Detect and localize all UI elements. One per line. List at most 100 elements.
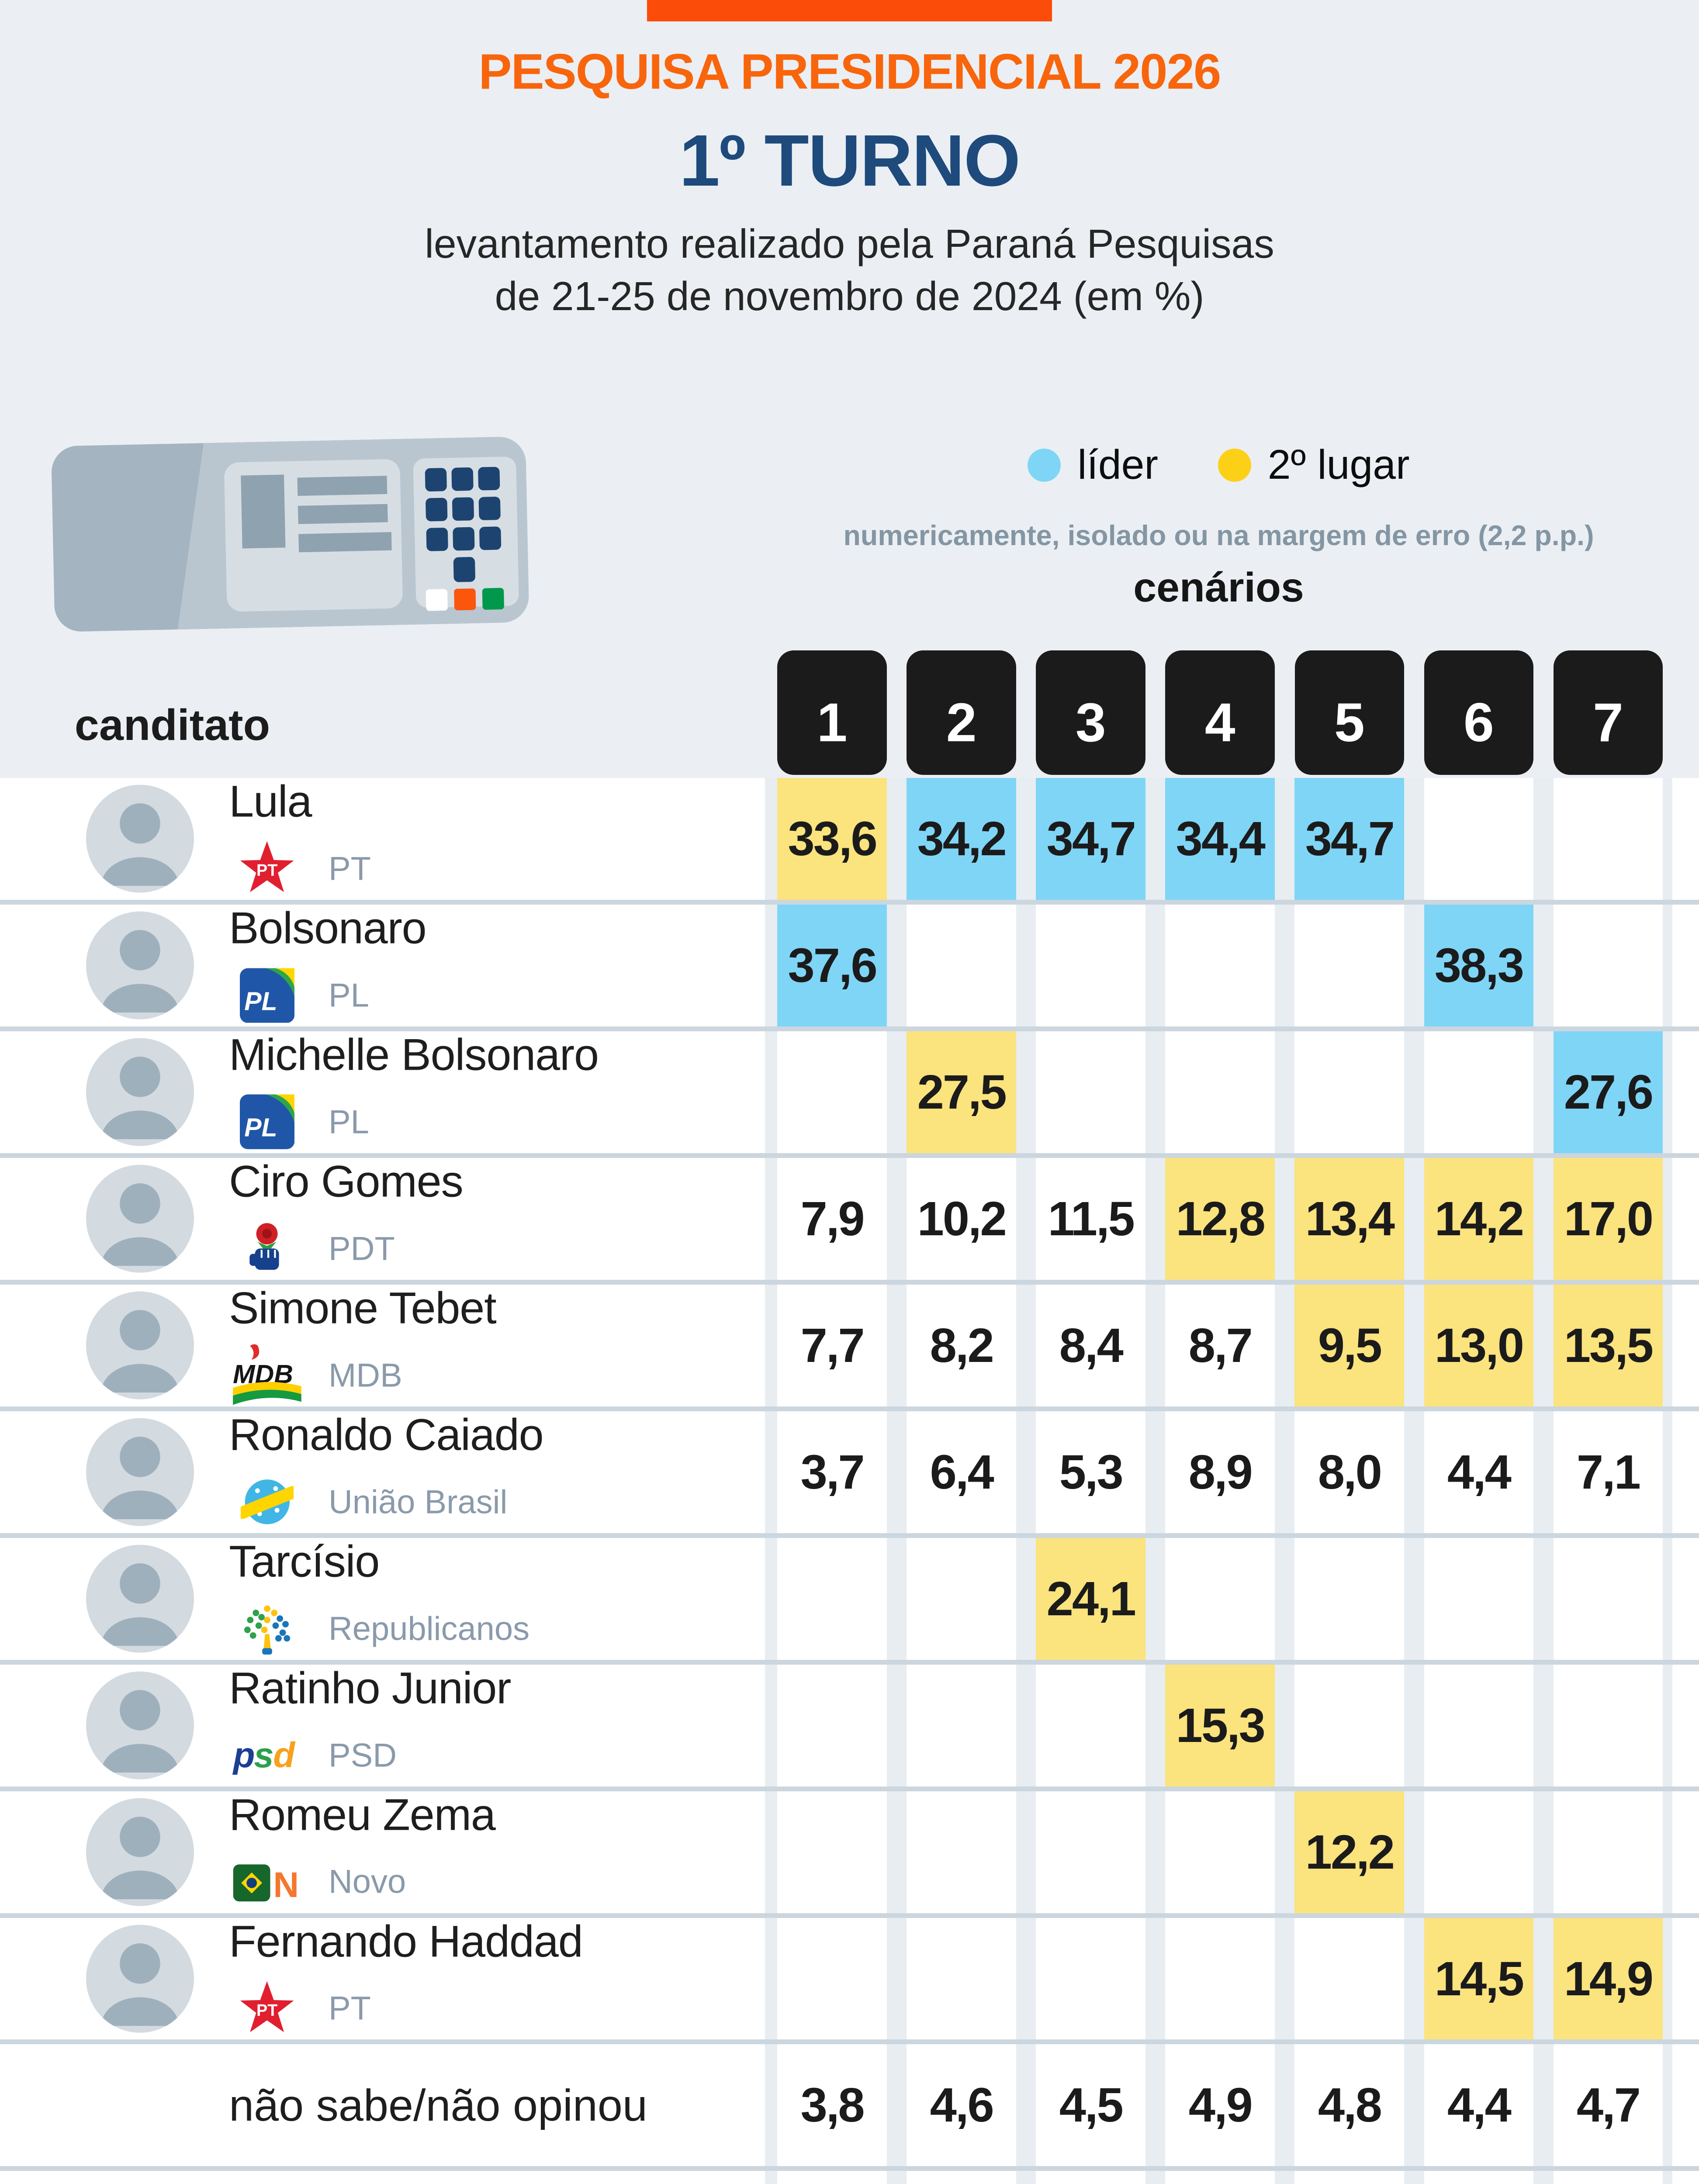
candidate-info: Ciro Gomes PDT bbox=[229, 1156, 464, 1282]
value-cell: 7,9 bbox=[777, 1158, 887, 1280]
pl-party-icon: PL bbox=[229, 968, 305, 1023]
value-cell bbox=[1553, 904, 1663, 1026]
table-row: 24,1 Tarcísio Republicanos bbox=[0, 1533, 1699, 1660]
value-cell: 8,2 bbox=[907, 1284, 1016, 1406]
leader-dot-icon bbox=[1028, 448, 1061, 482]
value-cell: 13,5 bbox=[1553, 1284, 1663, 1406]
party-line: MDB MDB bbox=[229, 1342, 496, 1409]
value-cell bbox=[1036, 1791, 1146, 1913]
value-cell bbox=[1294, 904, 1405, 1026]
candidate-photo bbox=[86, 1291, 194, 1400]
value-text: 4,4 bbox=[1447, 2078, 1512, 2132]
table-row: 14,5 14,9 Fernando Haddad PT PT bbox=[0, 1913, 1699, 2040]
person-silhouette-icon bbox=[101, 1183, 179, 1266]
candidate-name: Romeu Zema bbox=[229, 1789, 496, 1840]
value-text: 10,2 bbox=[917, 1192, 1007, 1246]
value-text: 7,7 bbox=[800, 1318, 865, 1372]
value-cell: 8,9 bbox=[1165, 1411, 1275, 1533]
voting-machine-icon bbox=[52, 437, 529, 632]
pl-party-icon: PL bbox=[229, 1095, 305, 1150]
party-label: PDT bbox=[328, 1230, 395, 1268]
subtitle-line-2: de 21-25 de novembro de 2024 (em %) bbox=[495, 273, 1204, 319]
legend-second-item: 2º lugar bbox=[1218, 441, 1410, 489]
value-cell: 3,7 bbox=[777, 1411, 887, 1533]
scenario-column-header: 5 bbox=[1294, 650, 1405, 775]
party-label: PL bbox=[328, 1103, 369, 1141]
scenario-column-header: 4 bbox=[1165, 650, 1275, 775]
subtitle: levantamento realizado pela Paraná Pesqu… bbox=[0, 218, 1699, 323]
value-cell: 27,5 bbox=[907, 1031, 1016, 1153]
legend-leader-item: líder bbox=[1028, 441, 1158, 489]
value-text: 37,6 bbox=[788, 938, 878, 992]
value-text: 14,5 bbox=[1434, 1952, 1524, 2006]
value-cell: 4,4 bbox=[1424, 2044, 1534, 2167]
value-text: 15,3 bbox=[1176, 1698, 1266, 1752]
value-cell: 9,5 bbox=[1294, 1284, 1405, 1406]
value-cell bbox=[907, 1538, 1016, 1660]
party-label: Novo bbox=[328, 1863, 406, 1901]
mdb-party-icon: MDB bbox=[229, 1344, 305, 1406]
value-text: 14,2 bbox=[1434, 1192, 1524, 1246]
value-text: 27,6 bbox=[1564, 1065, 1654, 1119]
pdt-party-icon bbox=[229, 1221, 305, 1276]
value-cell: 10,2 bbox=[907, 1158, 1016, 1280]
value-cell: 33,6 bbox=[777, 778, 887, 900]
svg-text:PL: PL bbox=[244, 987, 277, 1016]
candidate-name: Michelle Bolsonaro bbox=[229, 1029, 599, 1080]
person-silhouette-icon bbox=[101, 1817, 179, 1900]
value-text: 34,7 bbox=[1305, 812, 1395, 866]
party-line: PL PL bbox=[229, 1089, 599, 1155]
scenario-column-header: 6 bbox=[1424, 650, 1534, 775]
page-title: 1º TURNO bbox=[679, 120, 1021, 202]
svg-text:d: d bbox=[273, 1735, 296, 1775]
legend-leader-label: líder bbox=[1077, 442, 1159, 488]
value-cell: 4,7 bbox=[1553, 2044, 1663, 2167]
value-cell: 4,5 bbox=[1036, 2044, 1146, 2167]
value-cell bbox=[1424, 1664, 1534, 1787]
value-text: 8,2 bbox=[930, 1318, 994, 1372]
uniao-party-icon bbox=[229, 1476, 305, 1529]
values-strip: 12,2 bbox=[765, 1791, 1673, 1913]
value-cell: 6,4 bbox=[907, 1411, 1016, 1533]
value-cell: 24,1 bbox=[1036, 1538, 1146, 1660]
party-label: União Brasil bbox=[328, 1483, 508, 1521]
candidate-name: Ronaldo Caiado bbox=[229, 1409, 544, 1460]
value-cell bbox=[1036, 904, 1146, 1026]
person-silhouette-icon bbox=[101, 1437, 179, 1520]
party-line: Republicanos bbox=[229, 1596, 529, 1662]
value-text: 33,6 bbox=[788, 812, 878, 866]
value-cell bbox=[907, 1664, 1016, 1787]
candidate-info: Tarcísio Republicanos bbox=[229, 1536, 529, 1662]
value-cell: 17,0 bbox=[1553, 1158, 1663, 1280]
value-cell bbox=[1036, 1664, 1146, 1787]
value-cell: 8,4 bbox=[1036, 1284, 1146, 1406]
value-cell bbox=[777, 1791, 887, 1913]
scenarios-label: cenários bbox=[1133, 564, 1304, 611]
value-text: 4,9 bbox=[1188, 2078, 1253, 2132]
value-cell: 8,0 bbox=[1294, 1411, 1405, 1533]
value-cell: 17,4 bbox=[1294, 2171, 1405, 2184]
value-text: 5,3 bbox=[1059, 1445, 1124, 1499]
candidate-column-label: canditato bbox=[74, 700, 270, 750]
table-row: 37,6 38,3 Bolsonaro PL PL bbox=[0, 899, 1699, 1029]
candidate-info: Bolsonaro PL PL bbox=[229, 902, 427, 1029]
person-silhouette-icon bbox=[101, 803, 179, 886]
value-cell bbox=[777, 1664, 887, 1787]
value-text: 14,9 bbox=[1564, 1952, 1654, 2006]
candidate-info: Ratinho Junior p s d PSD bbox=[229, 1662, 511, 1789]
value-cell bbox=[1424, 1791, 1534, 1913]
party-label: PL bbox=[328, 977, 369, 1014]
party-line: N Novo bbox=[229, 1849, 495, 1915]
value-cell: 11,6 bbox=[1036, 2171, 1146, 2184]
party-label: PSD bbox=[328, 1737, 397, 1774]
candidate-photo bbox=[86, 785, 194, 893]
value-cell bbox=[907, 1918, 1016, 2040]
party-label: Republicanos bbox=[328, 1610, 530, 1648]
value-cell: 13,4 bbox=[1294, 1158, 1405, 1280]
value-cell bbox=[1294, 1918, 1405, 2040]
candidate-photo bbox=[86, 1925, 194, 2033]
table-row: 3,7 6,4 5,3 8,9 8,0 4,4 7,1 Ronaldo Caiado União… bbox=[0, 1406, 1699, 1533]
svg-text:s: s bbox=[254, 1735, 273, 1775]
value-text: 4,6 bbox=[930, 2078, 994, 2132]
